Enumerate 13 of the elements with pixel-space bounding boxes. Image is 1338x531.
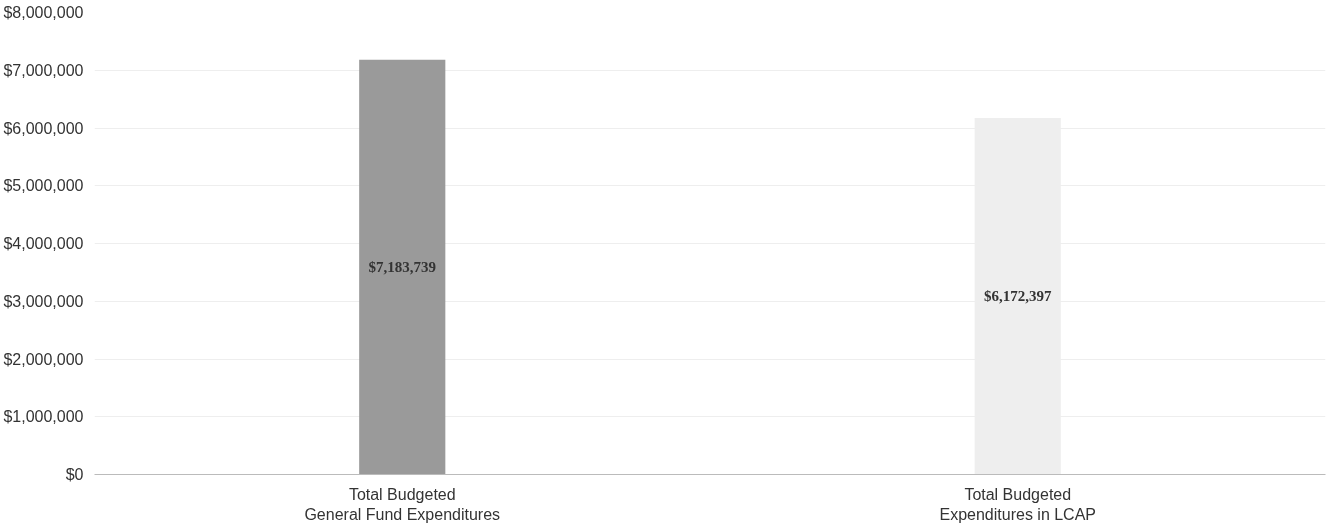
y-tick-label: $1,000,000	[3, 408, 84, 426]
data-label: $6,172,397	[984, 288, 1052, 305]
y-tick-label: $2,000,000	[3, 350, 84, 368]
y-tick-label: $0	[65, 466, 84, 483]
y-tick-label: $8,000,000	[3, 4, 84, 21]
x-tick-label: Total Budgeted Expenditures in LCAP	[939, 485, 1097, 523]
y-tick-label: $4,000,000	[3, 235, 84, 252]
y-tick-label: $6,000,000	[3, 119, 84, 137]
y-tick-label: $5,000,000	[3, 177, 84, 195]
y-tick-label: $3,000,000	[3, 292, 84, 310]
data-label: $7,183,739	[368, 259, 436, 276]
x-tick-label: Total Budgeted General Fund Expenditures	[304, 485, 501, 523]
y-tick-label: $7,000,000	[3, 61, 84, 79]
